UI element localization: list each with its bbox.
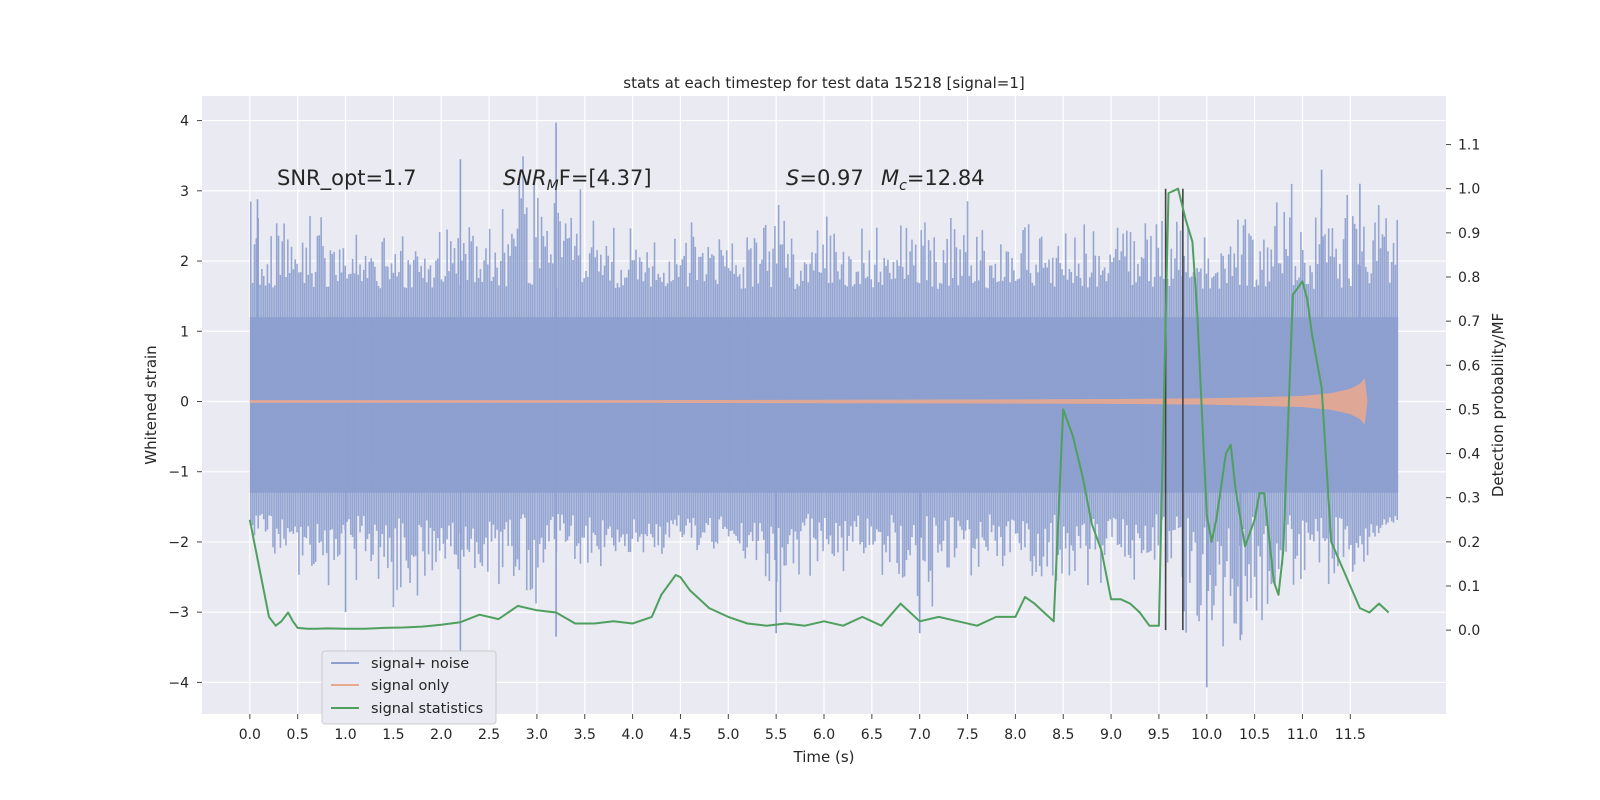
x-tick-label: 2.0: [430, 727, 452, 743]
y-left-tick-label: −4: [168, 675, 189, 691]
vertical-markers: [1164, 188, 1184, 631]
y-left-tick-label: −1: [168, 465, 189, 481]
x-tick-label: 10.0: [1191, 727, 1222, 743]
y-axis-right-label: Detection probability/MF: [1489, 313, 1507, 497]
signal-noise-series: [249, 122, 1399, 688]
x-tick-label: 9.5: [1148, 727, 1170, 743]
signal-only-series: [249, 378, 1368, 425]
x-tick-label: 5.5: [765, 727, 787, 743]
y-left-tick-label: 4: [180, 114, 189, 130]
annotation-snr-opt: SNR_opt=1.7: [277, 166, 417, 191]
snr-mf-subscript: M: [547, 178, 559, 194]
annotation-s: S=0.97: [786, 166, 864, 190]
x-tick-label: 6.5: [861, 727, 883, 743]
y-axis-right-ticks: 0.0 0.1 0.2 0.3 0.4 0.5 0.6 0.7 0.8 0.9 1.0 1.1: [1446, 138, 1480, 639]
legend: signal+ noise signal only signal statist…: [321, 650, 497, 725]
x-axis-ticks: 0.0 0.5 1.0 1.5 2.0 2.5 3.0 3.5 4.0 4.5 5.0 5.5 6.0 6…: [239, 714, 1366, 743]
legend-box: [321, 650, 497, 725]
annotation-mc: Mc=12.84: [881, 166, 985, 194]
y-left-tick-label: −2: [168, 535, 189, 551]
x-tick-label: 1.0: [334, 727, 356, 743]
x-tick-label: 2.5: [478, 727, 500, 743]
x-tick-label: 1.5: [382, 727, 404, 743]
x-tick-label: 6.0: [813, 727, 835, 743]
x-tick-label: 9.0: [1100, 727, 1122, 743]
mc-value: =12.84: [907, 166, 985, 190]
legend-label-signal-noise: signal+ noise: [371, 656, 469, 672]
x-axis-label: Time (s): [793, 748, 855, 766]
y-right-tick-label: 0.8: [1458, 270, 1480, 286]
y-left-tick-label: 1: [180, 324, 189, 340]
x-tick-label: 4.5: [669, 727, 691, 743]
x-tick-label: 7.5: [956, 727, 978, 743]
y-axis-left-ticks: −4 −3 −2 −1 0 1 2 3 4: [168, 114, 202, 691]
snr-mf-name: SNR: [503, 166, 547, 190]
y-left-tick-label: −3: [168, 605, 189, 621]
y-right-tick-label: 1.1: [1458, 138, 1480, 154]
chart-title: stats at each timestep for test data 152…: [623, 74, 1024, 92]
signal-statistics-line: [248, 187, 1390, 630]
x-tick-label: 3.5: [574, 727, 596, 743]
x-tick-label: 10.5: [1239, 727, 1270, 743]
x-tick-label: 4.0: [621, 727, 643, 743]
y-right-tick-label: 0.9: [1458, 226, 1480, 242]
y-right-tick-label: 0.2: [1458, 535, 1480, 551]
y-right-tick-label: 0.6: [1458, 358, 1480, 374]
y-right-tick-label: 0.0: [1458, 623, 1480, 639]
annotation-snr-mf: SNRMF=[4.37]: [503, 166, 652, 194]
y-right-tick-label: 0.3: [1458, 491, 1480, 507]
y-left-tick-label: 3: [180, 184, 189, 200]
x-tick-label: 3.0: [526, 727, 548, 743]
snr-mf-value: F=[4.37]: [559, 166, 652, 190]
x-tick-label: 0.5: [287, 727, 309, 743]
legend-label-signal-statistics: signal statistics: [371, 701, 483, 717]
x-tick-label: 8.5: [1052, 727, 1074, 743]
x-tick-label: 5.0: [717, 727, 739, 743]
x-tick-label: 7.0: [909, 727, 931, 743]
signal-only-envelope: [249, 378, 1368, 425]
y-right-tick-label: 1.0: [1458, 182, 1480, 198]
x-tick-label: 0.0: [239, 727, 261, 743]
mc-subscript: c: [899, 178, 907, 194]
y-right-tick-label: 0.5: [1458, 402, 1480, 418]
y-axis-left-label: Whitened strain: [142, 345, 160, 464]
y-left-tick-label: 2: [180, 254, 189, 270]
x-tick-label: 11.0: [1287, 727, 1318, 743]
legend-label-signal-only: signal only: [371, 678, 450, 694]
y-right-tick-label: 0.1: [1458, 579, 1480, 595]
y-right-tick-label: 0.4: [1458, 447, 1480, 463]
signal-statistics-series: [248, 187, 1390, 630]
mc-name: M: [881, 166, 899, 190]
x-tick-label: 11.5: [1335, 727, 1366, 743]
y-left-tick-label: 0: [180, 394, 189, 410]
y-right-tick-label: 0.7: [1458, 314, 1480, 330]
s-name: S: [786, 166, 799, 190]
x-tick-label: 8.0: [1004, 727, 1026, 743]
s-value: =0.97: [799, 166, 863, 190]
